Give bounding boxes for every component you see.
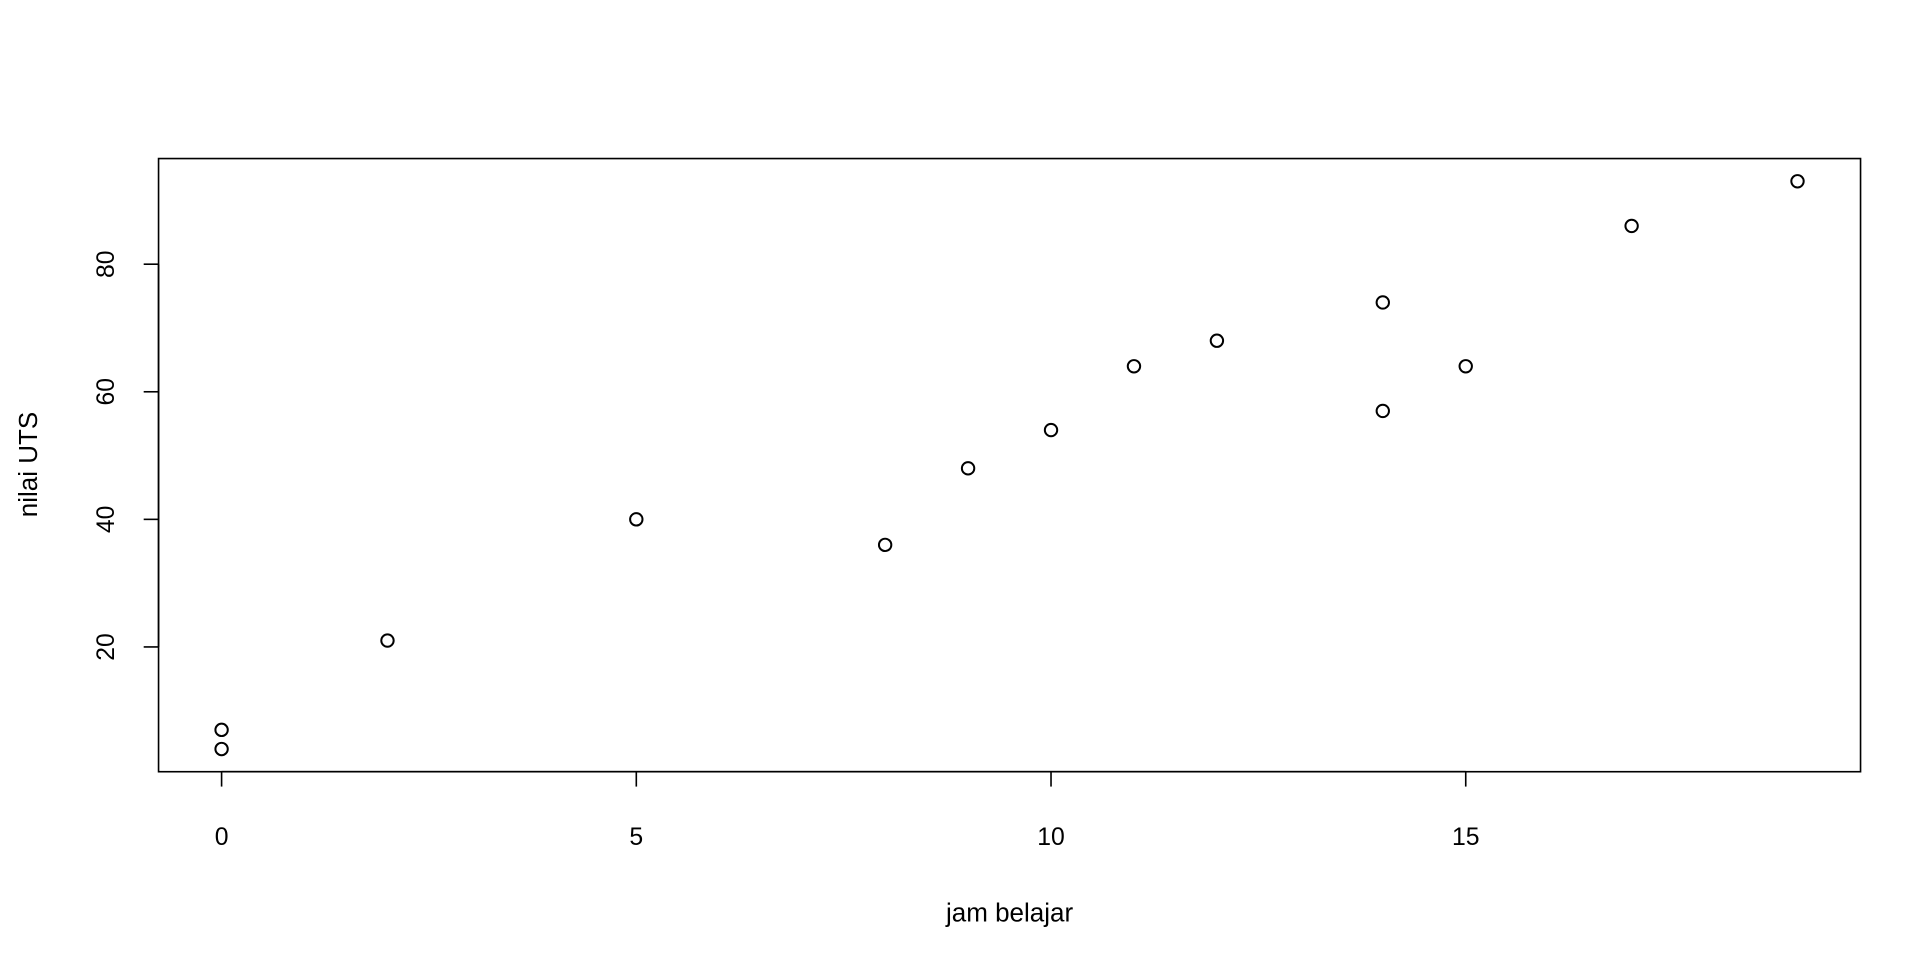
plot-frame [157,157,1862,773]
data-point [1126,359,1142,374]
data-points [214,174,1805,757]
y-tick-label: 20 [93,633,120,661]
data-point [1043,422,1059,438]
x-tick-label: 15 [1452,824,1480,851]
data-point [1375,295,1390,310]
data-point [877,537,893,553]
data-point [380,633,395,648]
data-point [1458,359,1473,374]
x-tick-label: 5 [629,824,643,851]
y-axis-label: nilai UTS [13,412,43,517]
x-axis: 0 5 10 15 [215,770,1480,851]
data-point [214,722,229,738]
data-point [1624,218,1639,234]
x-tick-label: 10 [1037,824,1065,851]
y-tick-label: 80 [93,250,120,278]
data-point [1375,403,1390,419]
y-tick-label: 40 [93,506,120,534]
y-axis: 20 40 60 80 [93,250,160,661]
x-tick-label: 0 [215,824,229,851]
x-axis-label: jam belajar [945,898,1074,928]
y-tick-label: 60 [93,378,120,406]
data-point [1209,333,1225,348]
data-point [214,741,229,757]
data-point [960,461,976,476]
data-point [629,512,644,527]
data-point [1790,174,1805,189]
